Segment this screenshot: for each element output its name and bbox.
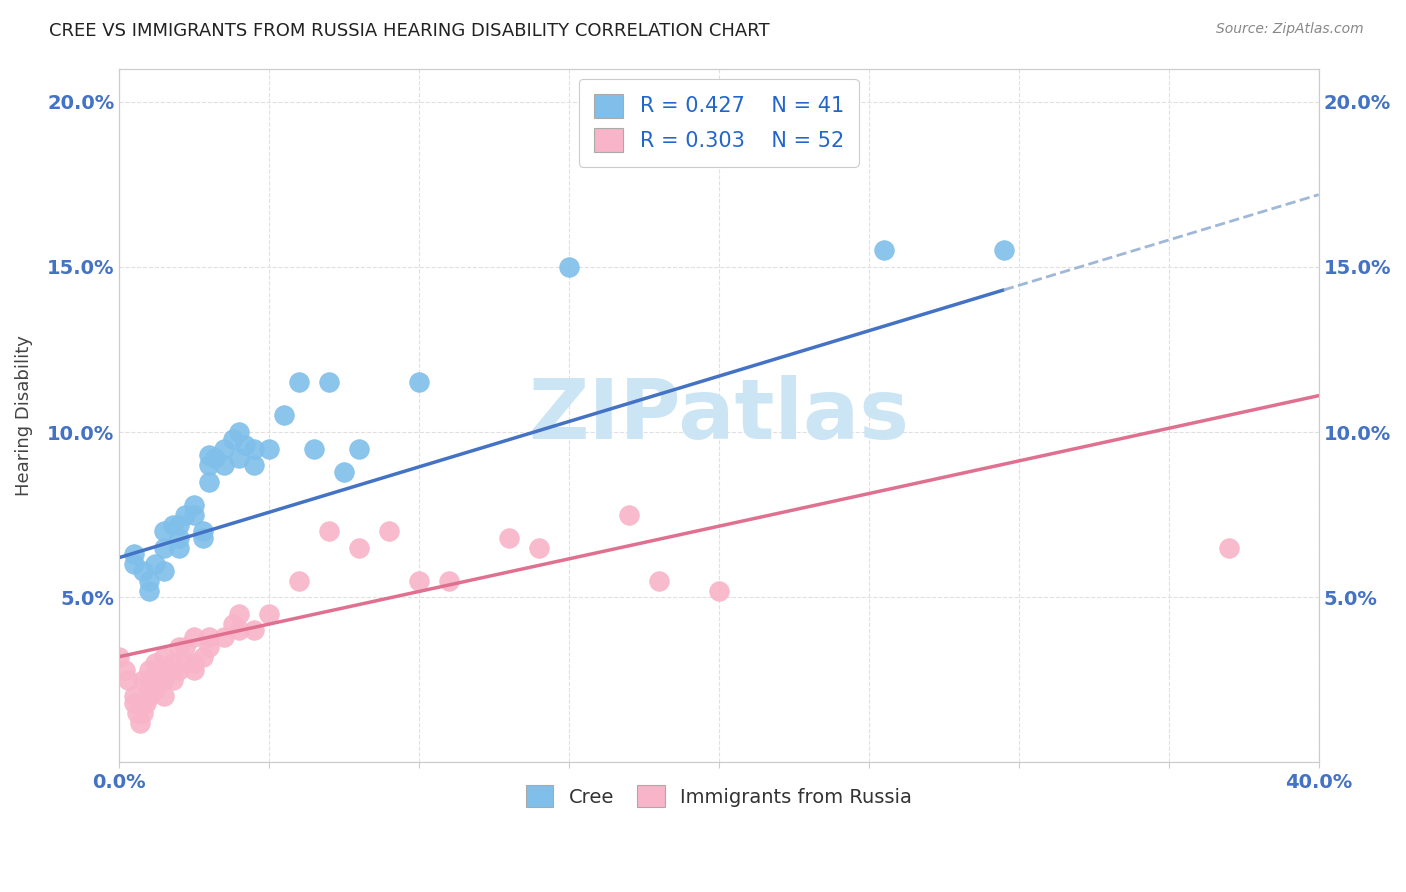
Point: [204, 451, 226, 466]
Point: [129, 715, 152, 730]
Point: [333, 465, 356, 479]
Point: [527, 541, 550, 555]
Point: [212, 630, 235, 644]
Point: [108, 649, 131, 664]
Point: [378, 524, 401, 538]
Point: [198, 475, 221, 489]
Point: [222, 616, 245, 631]
Point: [183, 663, 205, 677]
Point: [153, 541, 176, 555]
Point: [150, 663, 173, 677]
Point: [212, 442, 235, 456]
Point: [233, 438, 256, 452]
Point: [138, 583, 160, 598]
Point: [243, 442, 266, 456]
Point: [228, 451, 250, 466]
Point: [257, 442, 280, 456]
Point: [183, 498, 205, 512]
Point: [143, 682, 166, 697]
Point: [153, 524, 176, 538]
Point: [153, 690, 176, 704]
Point: [273, 409, 295, 423]
Point: [198, 630, 221, 644]
Point: [143, 558, 166, 572]
Point: [167, 517, 190, 532]
Point: [193, 649, 215, 664]
Point: [167, 663, 190, 677]
Point: [153, 673, 176, 687]
Point: [302, 442, 325, 456]
Point: [347, 541, 370, 555]
Point: [167, 640, 190, 654]
Point: [198, 458, 221, 472]
Point: [162, 657, 184, 671]
Y-axis label: Hearing Disability: Hearing Disability: [15, 335, 32, 496]
Legend: Cree, Immigrants from Russia: Cree, Immigrants from Russia: [517, 777, 920, 815]
Point: [228, 607, 250, 621]
Point: [408, 574, 430, 588]
Point: [132, 673, 155, 687]
Point: [167, 541, 190, 555]
Point: [318, 524, 340, 538]
Point: [138, 574, 160, 588]
Point: [617, 508, 640, 522]
Text: Source: ZipAtlas.com: Source: ZipAtlas.com: [1216, 22, 1364, 37]
Point: [174, 508, 197, 522]
Point: [122, 558, 145, 572]
Point: [243, 624, 266, 638]
Point: [288, 376, 311, 390]
Point: [193, 524, 215, 538]
Point: [143, 657, 166, 671]
Point: [117, 673, 139, 687]
Point: [174, 657, 197, 671]
Point: [138, 673, 160, 687]
Point: [138, 663, 160, 677]
Text: CREE VS IMMIGRANTS FROM RUSSIA HEARING DISABILITY CORRELATION CHART: CREE VS IMMIGRANTS FROM RUSSIA HEARING D…: [49, 22, 770, 40]
Point: [193, 531, 215, 545]
Point: [148, 673, 170, 687]
Point: [167, 531, 190, 545]
Point: [153, 564, 176, 578]
Point: [156, 663, 179, 677]
Point: [122, 696, 145, 710]
Point: [648, 574, 671, 588]
Point: [873, 244, 896, 258]
Point: [198, 448, 221, 462]
Point: [212, 458, 235, 472]
Point: [153, 649, 176, 664]
Point: [114, 663, 136, 677]
Point: [408, 376, 430, 390]
Point: [122, 690, 145, 704]
Point: [138, 682, 160, 697]
Point: [122, 547, 145, 561]
Point: [558, 260, 581, 274]
Point: [222, 432, 245, 446]
Point: [257, 607, 280, 621]
Point: [228, 624, 250, 638]
Point: [228, 425, 250, 439]
Point: [183, 508, 205, 522]
Text: ZIPatlas: ZIPatlas: [529, 375, 910, 456]
Point: [135, 696, 157, 710]
Point: [993, 244, 1015, 258]
Point: [347, 442, 370, 456]
Point: [198, 640, 221, 654]
Point: [127, 706, 149, 720]
Point: [183, 630, 205, 644]
Point: [183, 657, 205, 671]
Point: [1218, 541, 1240, 555]
Point: [437, 574, 460, 588]
Point: [138, 690, 160, 704]
Point: [288, 574, 311, 588]
Point: [174, 640, 197, 654]
Point: [707, 583, 730, 598]
Point: [243, 458, 266, 472]
Point: [318, 376, 340, 390]
Point: [162, 673, 184, 687]
Point: [132, 564, 155, 578]
Point: [162, 517, 184, 532]
Point: [132, 706, 155, 720]
Point: [498, 531, 520, 545]
